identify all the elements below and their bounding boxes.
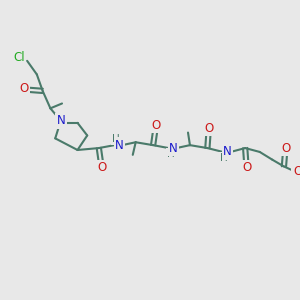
Text: O: O <box>205 122 214 135</box>
Text: H: H <box>112 134 120 144</box>
Text: N: N <box>57 114 65 128</box>
Text: N: N <box>169 142 178 154</box>
Text: O: O <box>293 165 300 178</box>
Text: O: O <box>281 142 290 154</box>
Text: Cl: Cl <box>14 51 25 64</box>
Text: O: O <box>152 119 161 132</box>
Text: H: H <box>167 149 174 159</box>
Text: O: O <box>20 82 29 95</box>
Text: H: H <box>220 153 228 163</box>
Text: N: N <box>224 146 232 158</box>
Text: O: O <box>242 161 252 174</box>
Text: N: N <box>115 139 124 152</box>
Text: O: O <box>97 161 106 174</box>
